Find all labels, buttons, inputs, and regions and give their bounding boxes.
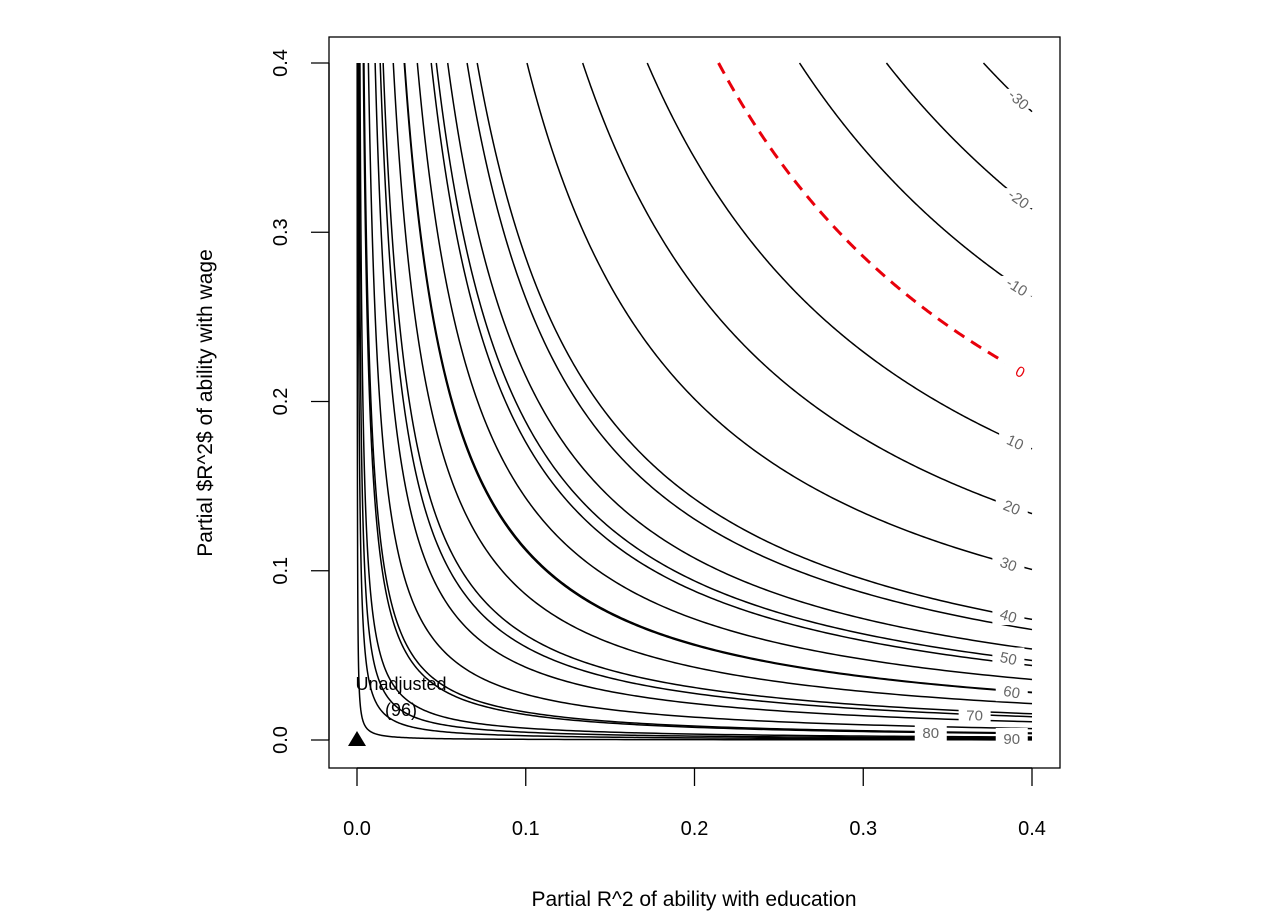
contour-line-level-90 (358, 62, 1033, 739)
data-points: Unadjusted (96) (348, 674, 447, 746)
x-tick-label-3: 0.3 (849, 818, 877, 840)
point-sublabel-0: (96) (385, 700, 417, 720)
y-tick-label-2: 0.2 (270, 388, 292, 416)
contour-label-bg-90 (995, 727, 1028, 748)
contour-label-bg-60 (995, 681, 1028, 702)
contour-label-40: 40 (998, 606, 1019, 627)
contour-line-level-0 (717, 62, 1033, 379)
y-axis: 0.0 0.1 0.2 0.3 0.4 (270, 49, 330, 754)
x-tick-label-0: 0.0 (343, 818, 371, 840)
contour-line-level-10 (646, 62, 1033, 450)
x-axis-title: Partial R^2 of ability with education (531, 888, 856, 911)
y-tick-label-1: 0.1 (270, 557, 292, 585)
contour-line-5 (367, 62, 1033, 730)
contour-label-bg-0 (1004, 360, 1037, 381)
contour-label-80: 80 (922, 725, 939, 742)
contour-line-13 (466, 62, 1033, 631)
contour-label-50: 50 (998, 649, 1018, 669)
contour-line-level-60 (403, 62, 1033, 694)
y-tick-label-4: 0.4 (270, 49, 292, 77)
contour-label-30: 30 (997, 554, 1018, 576)
contour-label-bg-70 (958, 704, 991, 725)
contour-line-level-40 (476, 62, 1033, 621)
x-tick-label-1: 0.1 (512, 818, 540, 840)
y-axis-title: Partial $R^2$ of ability with wage (194, 249, 217, 557)
contour-line-12 (446, 62, 1033, 650)
contour-line-3 (359, 62, 1033, 738)
contour-line-8 (392, 62, 1033, 705)
contour-line-6 (374, 62, 1033, 723)
contour-line-4 (362, 62, 1033, 735)
contour-label-70: 70 (966, 708, 983, 725)
contour-label-bg--10 (1000, 275, 1033, 296)
contour-line-1 (356, 63, 1032, 741)
contour-label-bg-10 (999, 431, 1032, 452)
contour-label-bg-80 (914, 721, 947, 742)
contour-line-7 (382, 62, 1033, 715)
contour-label-bg--20 (1002, 188, 1035, 209)
contour-label-bg-30 (992, 553, 1025, 574)
contour-line-level-80 (363, 62, 1033, 734)
contour-label-bg-50 (992, 647, 1025, 668)
point-triangle-0 (348, 731, 366, 746)
contour-label-bg-40 (992, 605, 1025, 626)
contour-line-level-20 (581, 62, 1033, 515)
contour-line-level--20 (885, 62, 1033, 210)
contour-line-level-30 (526, 62, 1033, 571)
contour-line-11 (430, 62, 1033, 667)
x-tick-label-4: 0.4 (1018, 818, 1046, 840)
contour-lines (356, 62, 1033, 741)
x-tick-label-2: 0.2 (681, 818, 709, 840)
contour-label-bg--30 (1002, 88, 1035, 109)
y-tick-label-0: 0.0 (270, 726, 292, 754)
contour-label-90: 90 (1003, 731, 1020, 748)
contour-label-bg-20 (995, 496, 1028, 517)
contour-label-20: 20 (1001, 497, 1023, 519)
contour-line-2 (357, 62, 1033, 740)
contour-label-10: 10 (1004, 432, 1026, 454)
contour-line-level-50 (435, 62, 1033, 662)
y-tick-label-3: 0.3 (270, 218, 292, 246)
contour-label-60: 60 (1002, 683, 1021, 703)
contour-line-10 (416, 62, 1033, 681)
contour-line-level-70 (379, 62, 1033, 718)
contour-line-level--10 (798, 62, 1033, 297)
x-axis: 0.0 0.1 0.2 0.3 0.4 (343, 767, 1046, 840)
point-label-0: Unadjusted (355, 674, 446, 694)
